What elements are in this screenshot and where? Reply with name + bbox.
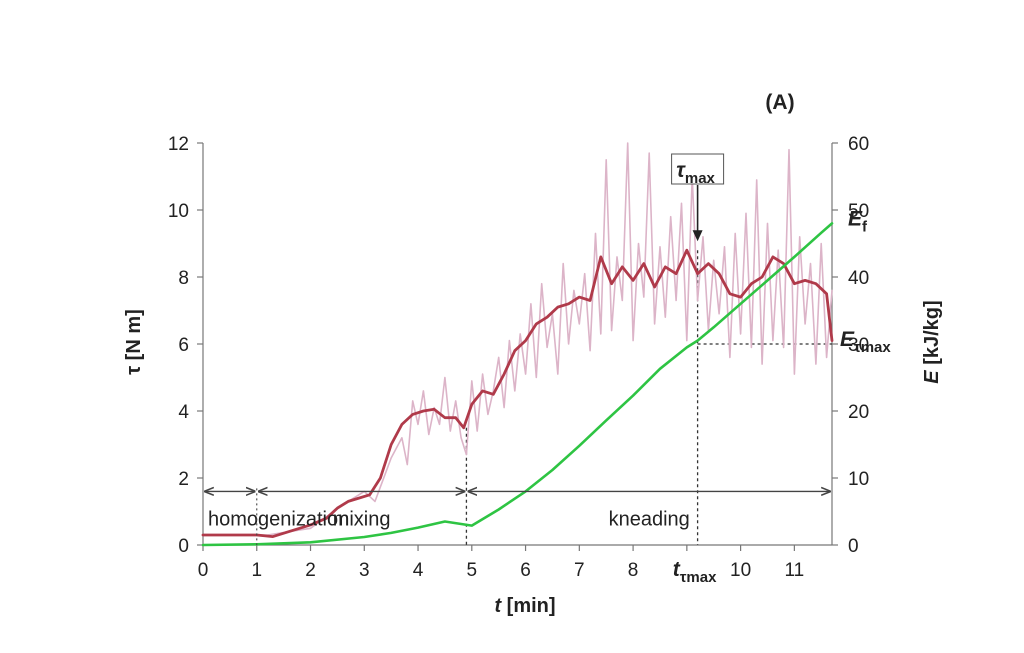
phase-label-1: mixing bbox=[333, 508, 391, 530]
x-tick-label: 0 bbox=[198, 560, 209, 581]
phase-label-2: kneading bbox=[609, 508, 690, 530]
x-tick-label: 5 bbox=[467, 560, 478, 581]
y-right-tick-label: 20 bbox=[848, 402, 869, 423]
y-left-tick-label: 0 bbox=[178, 536, 189, 557]
y-right-tick-label: 50 bbox=[848, 201, 869, 222]
E-f-subscript: f bbox=[862, 218, 868, 235]
y-right-tick-label: 40 bbox=[848, 268, 869, 289]
x-axis-var: t bbox=[494, 595, 502, 617]
E-f-symbol: E bbox=[848, 207, 863, 230]
tau-max-arrowhead bbox=[692, 230, 703, 242]
x-tick-label: 11 bbox=[785, 560, 805, 581]
y-left-tick-label: 6 bbox=[178, 335, 189, 356]
y-right-tick-label: 0 bbox=[848, 536, 859, 557]
x-tick-label: 10 bbox=[730, 560, 751, 581]
phase-label-0: homogenization bbox=[208, 508, 349, 530]
x-tick-label: 8 bbox=[628, 560, 639, 581]
x-axis-unit: [min] bbox=[501, 595, 555, 617]
panel-label: (A) bbox=[765, 91, 794, 114]
y-right-axis-var: E bbox=[921, 370, 943, 384]
t-tau-max-symbol: t bbox=[673, 558, 681, 581]
y-left-tick-label: 12 bbox=[168, 134, 189, 155]
E-tau-max-label: Eτmax bbox=[840, 328, 891, 356]
x-tick-label: 1 bbox=[251, 560, 262, 581]
y-right-tick-label: 10 bbox=[848, 469, 869, 490]
x-tick-label: 3 bbox=[359, 560, 370, 581]
tau-max-subscript: max bbox=[685, 170, 716, 187]
y-left-axis-title: τ [N m] bbox=[123, 309, 145, 375]
t-tau-max-subscript: τmax bbox=[680, 569, 717, 586]
y-right-axis-title: E [kJ/kg] bbox=[921, 300, 943, 383]
x-tick-label: 2 bbox=[305, 560, 316, 581]
E-tau-max-subscript: τmax bbox=[854, 339, 891, 356]
y-left-tick-label: 8 bbox=[178, 268, 189, 289]
tau-max-box bbox=[671, 153, 725, 185]
series-layer bbox=[201, 142, 834, 547]
tau-max-symbol: τ bbox=[676, 159, 686, 182]
guide-lines bbox=[465, 250, 832, 545]
t-tau-max-label: tτmax bbox=[673, 558, 717, 586]
tau-max-label: τmax bbox=[676, 159, 715, 187]
y-left-tick-label: 4 bbox=[178, 402, 189, 423]
series-line-torque-smoothed bbox=[201, 248, 834, 538]
y-left-tick-label: 10 bbox=[168, 201, 189, 222]
x-tick-label: 4 bbox=[413, 560, 424, 581]
x-axis-title: t [min] bbox=[494, 595, 555, 617]
series-line-torque-raw bbox=[202, 142, 833, 536]
y-right-tick-label: 60 bbox=[848, 134, 869, 155]
y-right-axis-unit: [kJ/kg] bbox=[921, 300, 943, 370]
E-tau-max-symbol: E bbox=[840, 328, 855, 351]
series-line-specific-energy-E bbox=[201, 222, 834, 547]
x-tick-label: 7 bbox=[574, 560, 585, 581]
y-right-tick-label: 30 bbox=[848, 335, 869, 356]
E-f-label: Ef bbox=[848, 207, 868, 235]
plot-area bbox=[202, 143, 833, 546]
y-left-tick-label: 2 bbox=[178, 469, 189, 490]
x-tick-label: 6 bbox=[520, 560, 531, 581]
